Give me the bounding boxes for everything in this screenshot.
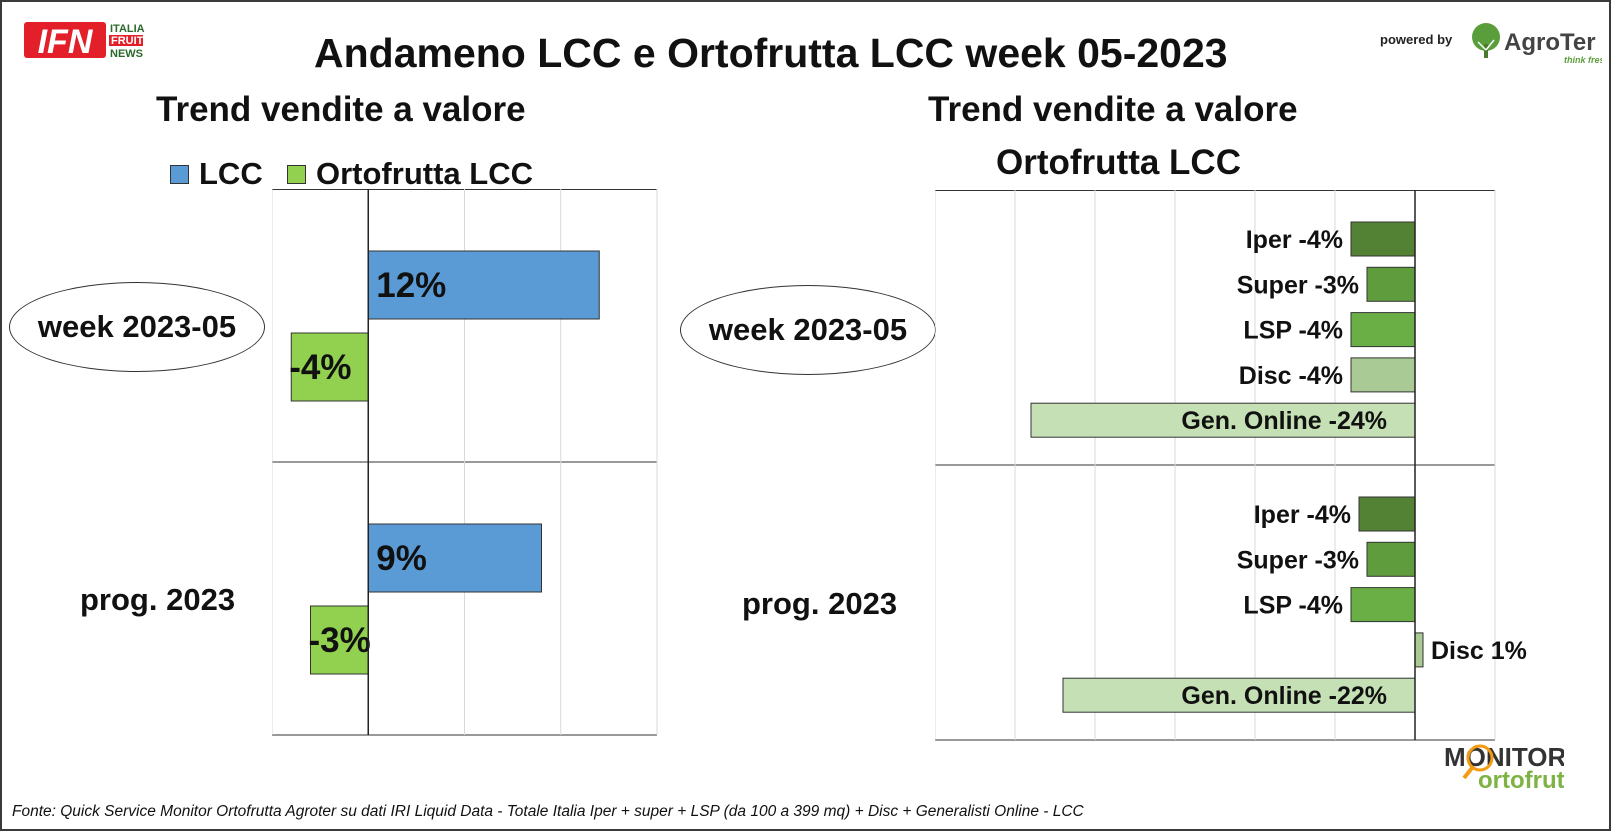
right-row-label-week-text: week 2023-05: [708, 312, 908, 347]
bar-ortofrutta: [290, 332, 369, 402]
right-subtitle-line2: Ortofrutta LCC: [996, 143, 1241, 182]
data-label: LSP -4%: [1243, 592, 1343, 620]
legend-label-lcc: LCC: [199, 156, 263, 191]
data-label: Super -3%: [1237, 271, 1359, 299]
legend-swatch-lcc: [170, 164, 189, 184]
right-row-label-prog: prog. 2023: [742, 586, 898, 621]
bar-super: [1366, 266, 1416, 302]
magnifier-icon: [1466, 744, 1494, 772]
left-row-label-week: week 2023-05: [9, 282, 265, 372]
legend-label-ortofrutta: Ortofrutta LCC: [316, 156, 533, 191]
bar-disc: [1414, 632, 1424, 668]
left-chart: 12% -4% 9% -3%: [272, 189, 658, 736]
logo-word: IFN: [38, 23, 94, 61]
right-subtitle-line1: Trend vendite a valore: [928, 90, 1298, 129]
bar-iper: [1358, 496, 1416, 532]
data-label: Disc -4%: [1239, 362, 1343, 390]
agroter-logo: AgroTer think fresh: [1470, 20, 1609, 71]
data-label: Gen. Online -22%: [1181, 682, 1387, 710]
bar-disc: [1350, 357, 1416, 393]
source-note: Fonte: Quick Service Monitor Ortofrutta …: [12, 803, 1084, 820]
bar-lsp: [1350, 587, 1416, 623]
sponsor-tagline: think fresh: [1564, 55, 1602, 65]
right-row-label-week: week 2023-05: [680, 285, 936, 375]
legend-swatch-ortofrutta: [287, 164, 306, 184]
data-label: 9%: [376, 539, 427, 578]
data-label: Super -3%: [1237, 546, 1359, 574]
bar-lcc: [367, 523, 542, 593]
data-label: Iper -4%: [1246, 226, 1343, 254]
right-chart: Iper -4% Super -3% LSP -4% Disc -4% Gen. Onl…: [935, 190, 1527, 741]
monitor-line1: MONITOR: [1444, 742, 1564, 772]
bar-lcc: [367, 250, 600, 320]
bar-gen-online: [1030, 402, 1416, 438]
bar-lsp: [1350, 312, 1416, 348]
left-row-label-prog: prog. 2023: [80, 582, 236, 617]
legend-ortofrutta: Ortofrutta LCC: [287, 156, 533, 192]
logo-line2: FRUIT: [111, 35, 144, 47]
data-label: Gen. Online -24%: [1181, 407, 1387, 435]
data-label: -4%: [289, 348, 351, 387]
legend-lcc: LCC: [170, 156, 263, 192]
bar-iper: [1350, 221, 1416, 257]
logo-line1: ITALIA: [110, 23, 145, 35]
bar-super: [1366, 541, 1416, 577]
powered-by-label: powered by: [1380, 32, 1453, 47]
sponsor-name: AgroTer: [1504, 29, 1596, 56]
data-label: Iper -4%: [1254, 501, 1351, 529]
data-label: Disc 1%: [1431, 637, 1527, 665]
left-row-label-week-text: week 2023-05: [37, 309, 237, 344]
data-label: -3%: [309, 621, 371, 660]
data-label: 12%: [376, 266, 446, 305]
data-label: LSP -4%: [1243, 317, 1343, 345]
left-subtitle: Trend vendite a valore: [156, 90, 526, 129]
page-title: Andameno LCC e Ortofrutta LCC week 05-20…: [314, 30, 1228, 76]
bar-ortofrutta: [310, 605, 369, 675]
logo-line3: NEWS: [110, 48, 143, 60]
ifn-logo: IFN ITALIA FRUIT NEWS: [24, 20, 164, 67]
monitor-line2: ortofrutta: [1478, 767, 1564, 792]
monitor-ortofrutta-logo: MONITOR ortofrutta: [1442, 742, 1587, 797]
